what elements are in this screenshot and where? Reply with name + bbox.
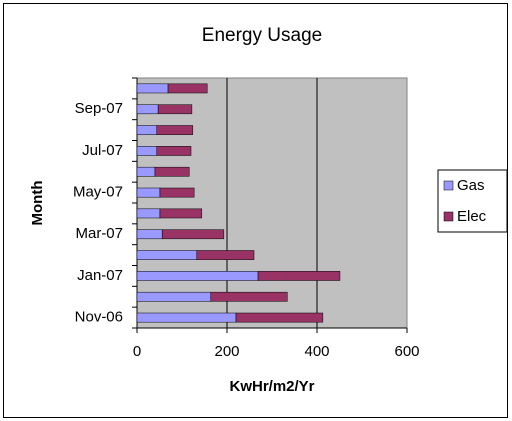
bar (159, 208, 203, 219)
bar (136, 125, 158, 135)
x-tick-label: 600 (394, 343, 419, 360)
bar (257, 271, 341, 281)
bar (136, 187, 161, 198)
bar (167, 83, 208, 94)
x-tick-label: 200 (214, 343, 239, 360)
legend-label: Elec (457, 208, 487, 225)
x-axis-label: KwHr/m2/Yr (229, 378, 314, 395)
bar (159, 187, 195, 198)
bar (136, 146, 158, 156)
bar (136, 208, 161, 219)
y-tick-label: Jan-07 (77, 267, 123, 284)
bar (154, 166, 190, 177)
y-tick-label: Jul-07 (82, 142, 123, 159)
bar (136, 291, 212, 302)
bar (196, 250, 255, 260)
bar (156, 146, 192, 156)
bar (136, 83, 169, 94)
y-tick-label: May-07 (73, 184, 123, 201)
bar (156, 125, 194, 135)
y-axis-label: Month (29, 181, 46, 226)
bar (136, 250, 198, 260)
bar (235, 312, 324, 323)
bar (161, 229, 225, 240)
legend-frame (437, 169, 508, 233)
legend-swatch (443, 180, 454, 191)
x-tick-label: 0 (133, 343, 141, 360)
bar (136, 166, 156, 177)
bar (136, 229, 163, 240)
bar (157, 104, 193, 115)
y-tick-label: Nov-06 (75, 309, 123, 326)
legend-label: Gas (457, 177, 485, 194)
bar (136, 271, 259, 281)
y-tick-label: Sep-07 (75, 100, 123, 117)
bar (136, 104, 159, 115)
y-tick-label: Mar-07 (75, 225, 123, 242)
x-tick-label: 400 (304, 343, 329, 360)
legend-swatch (443, 211, 454, 222)
chart-title: Energy Usage (202, 25, 322, 46)
bar (136, 312, 237, 323)
plot-area (136, 77, 408, 329)
bar (210, 291, 288, 302)
